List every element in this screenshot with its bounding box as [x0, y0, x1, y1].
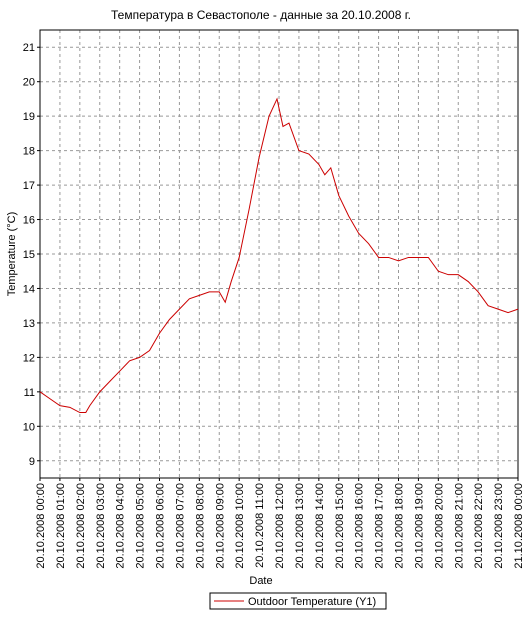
data-line	[39, 97, 519, 414]
x-tick-label: 20.10.2008 15:00	[334, 483, 346, 569]
x-tick-label: 20.10.2008 23:00	[493, 483, 505, 569]
y-tick-label: 17	[23, 180, 35, 192]
y-tick-label: 18	[23, 146, 35, 158]
y-tick-label: 9	[29, 456, 35, 468]
x-tick-label: 20.10.2008 04:00	[115, 483, 127, 569]
x-tick-label: 20.10.2008 10:00	[234, 483, 246, 569]
x-tick-label: 20.10.2008 06:00	[155, 483, 167, 569]
y-tick-label: 16	[23, 215, 35, 227]
y-tick-label: 15	[23, 249, 35, 261]
chart-title: Температура в Севастополе - данные за 20…	[111, 8, 411, 22]
x-tick-label: 20.10.2008 18:00	[394, 483, 406, 569]
x-tick-label: 20.10.2008 01:00	[55, 483, 67, 569]
x-tick-label: 20.10.2008 20:00	[433, 483, 445, 569]
x-axis-label: Date	[249, 575, 272, 587]
y-tick-label: 12	[23, 352, 35, 364]
y-tick-label: 10	[23, 421, 35, 433]
y-tick-label: 21	[23, 42, 35, 54]
y-tick-label: 11	[24, 387, 35, 399]
x-tick-label: 20.10.2008 09:00	[214, 483, 226, 569]
y-tick-label: 13	[23, 318, 35, 330]
plot-border	[39, 29, 519, 479]
legend-box	[209, 592, 387, 610]
x-tick-label: 20.10.2008 00:00	[35, 483, 47, 569]
x-tick-label: 20.10.2008 19:00	[413, 483, 425, 569]
x-tick-label: 20.10.2008 21:00	[453, 483, 465, 569]
x-tick-label: 20.10.2008 02:00	[75, 483, 87, 569]
legend-label: Outdoor Temperature (Y1)	[248, 596, 376, 608]
x-tick-label: 20.10.2008 03:00	[95, 483, 107, 569]
x-tick-label: 20.10.2008 14:00	[314, 483, 326, 569]
y-axis-label: Temperature (°C)	[6, 212, 18, 296]
x-tick-label: 20.10.2008 11:00	[254, 483, 266, 568]
y-tick-label: 14	[23, 283, 35, 295]
y-tick-label: 20	[23, 77, 35, 89]
x-tick-label: 20.10.2008 13:00	[294, 483, 306, 569]
x-tick-label: 20.10.2008 16:00	[354, 483, 366, 569]
x-tick-label: 21.10.2008 00:00	[513, 483, 522, 569]
x-tick-label: 20.10.2008 05:00	[135, 483, 147, 569]
x-tick-label: 20.10.2008 12:00	[274, 483, 286, 569]
x-tick-label: 20.10.2008 07:00	[174, 483, 186, 569]
y-tick-label: 19	[23, 111, 35, 123]
x-tick-label: 20.10.2008 22:00	[473, 483, 485, 569]
x-tick-label: 20.10.2008 17:00	[374, 483, 386, 569]
x-tick-label: 20.10.2008 08:00	[194, 483, 206, 569]
